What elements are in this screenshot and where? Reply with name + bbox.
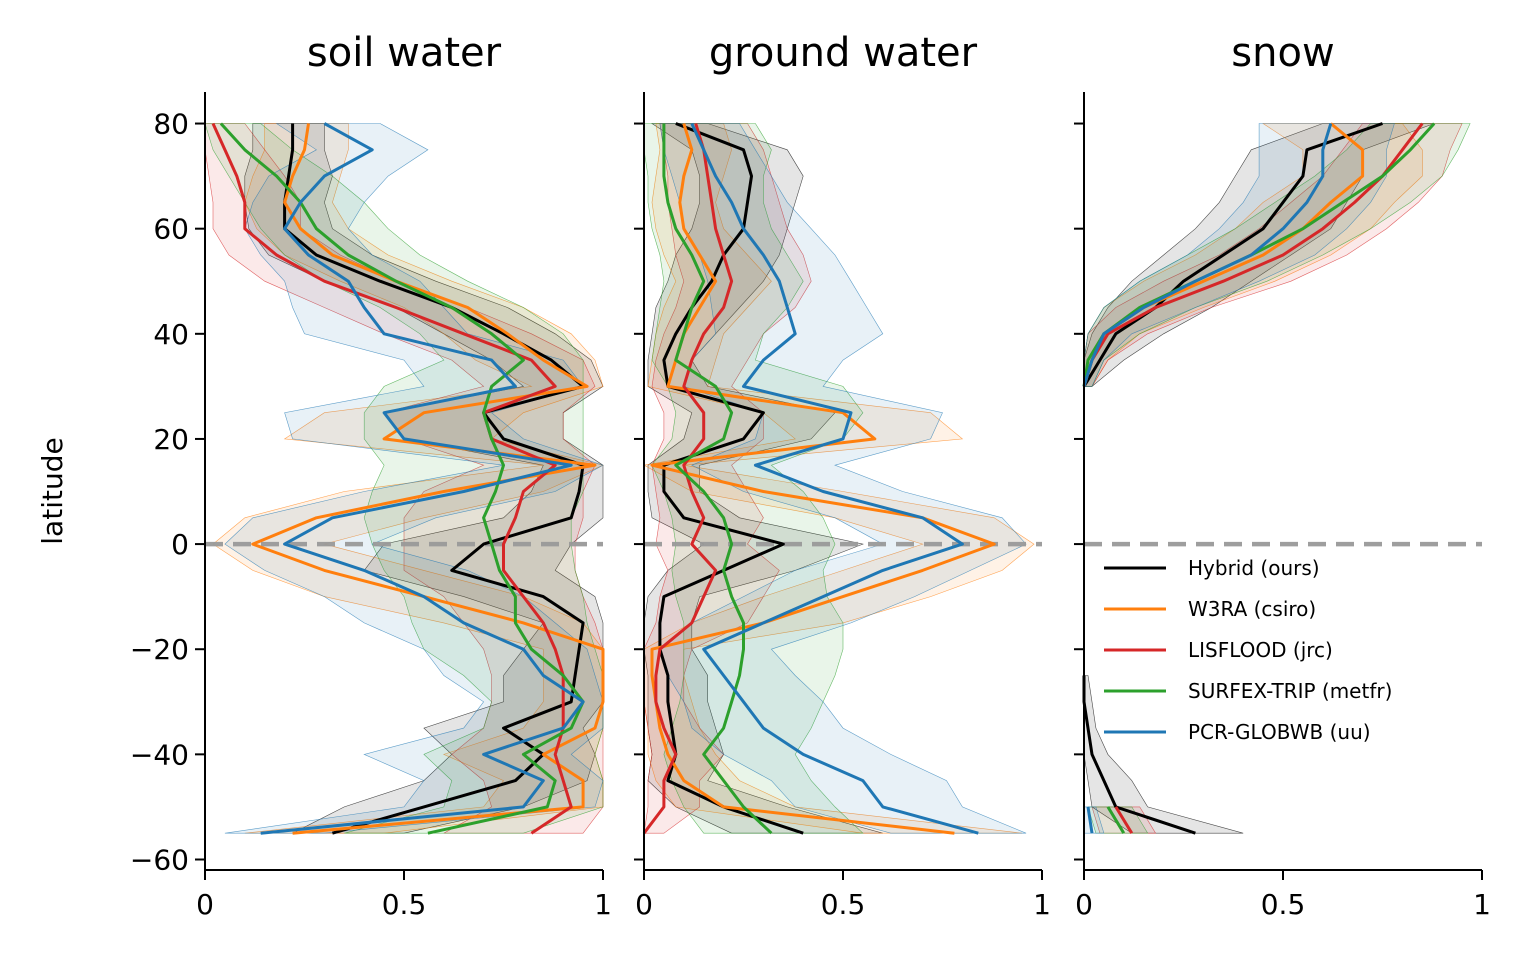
y-axis-label: latitude	[36, 437, 69, 544]
series-line-0-0	[658, 122, 804, 835]
y-tick-label: 20	[153, 423, 189, 456]
y-tick-label: 40	[153, 318, 189, 351]
panel-0: 0 0.5 1 80 60 40 20 0 −20 −40 −60 soil water latitud…	[36, 30, 612, 921]
x-tick-label: 1	[1473, 888, 1491, 921]
series-line-2-0	[211, 122, 573, 835]
y-tick-label: −40	[130, 738, 189, 771]
panel-title: snow	[1231, 30, 1334, 76]
y-tick-label: 60	[153, 213, 189, 246]
series-line-3-0	[662, 123, 773, 835]
y-tick-label: 0	[171, 528, 189, 561]
panel-1: 0 0.5 1 ground water	[634, 30, 1051, 921]
band-4-0	[659, 123, 1027, 834]
y-tick-label: −20	[130, 633, 189, 666]
series-line-2-0	[1082, 122, 1424, 387]
x-tick-label: 0.5	[382, 888, 427, 921]
band-3-0	[204, 123, 604, 834]
series-line-4-0	[260, 122, 585, 835]
legend-label: Hybrid (ours)	[1188, 556, 1320, 580]
series-line-4-0	[1082, 123, 1333, 387]
series-line-4-0	[690, 122, 979, 835]
series-line-0-0	[283, 123, 585, 835]
band-3-0	[643, 123, 864, 834]
y-tick-label: −60	[130, 843, 189, 876]
series-line-3-1	[1106, 806, 1126, 834]
x-tick-label: 0.5	[821, 888, 866, 921]
legend-label: SURFEX-TRIP (metfr)	[1188, 679, 1392, 703]
x-tick-label: 1	[594, 888, 612, 921]
panel-title: soil water	[307, 30, 502, 76]
panel-title: ground water	[709, 30, 978, 76]
legend: Hybrid (ours) W3RA (csiro) LISFLOOD (jrc) S…	[1104, 556, 1392, 744]
legend-label: LISFLOOD (jrc)	[1188, 638, 1333, 662]
band-4-0	[224, 123, 604, 834]
series-line-1-0	[650, 123, 996, 835]
series-line-0-0	[1082, 122, 1383, 388]
panel-2: 0 0.5 1 snow Hybrid (ours) W3RA (csiro) LISFLO…	[1074, 30, 1491, 921]
y-tick-label: 80	[153, 108, 189, 141]
x-tick-label: 0	[196, 888, 214, 921]
x-tick-label: 1	[1033, 888, 1051, 921]
legend-label: W3RA (csiro)	[1188, 597, 1316, 621]
x-tick-label: 0	[1075, 888, 1093, 921]
series-line-4-1	[1086, 806, 1094, 834]
legend-label: PCR-GLOBWB (uu)	[1188, 720, 1371, 744]
series-line-3-0	[219, 122, 585, 835]
series-line-2-1	[1114, 806, 1134, 834]
x-tick-label: 0	[635, 888, 653, 921]
x-tick-label: 0.5	[1261, 888, 1306, 921]
